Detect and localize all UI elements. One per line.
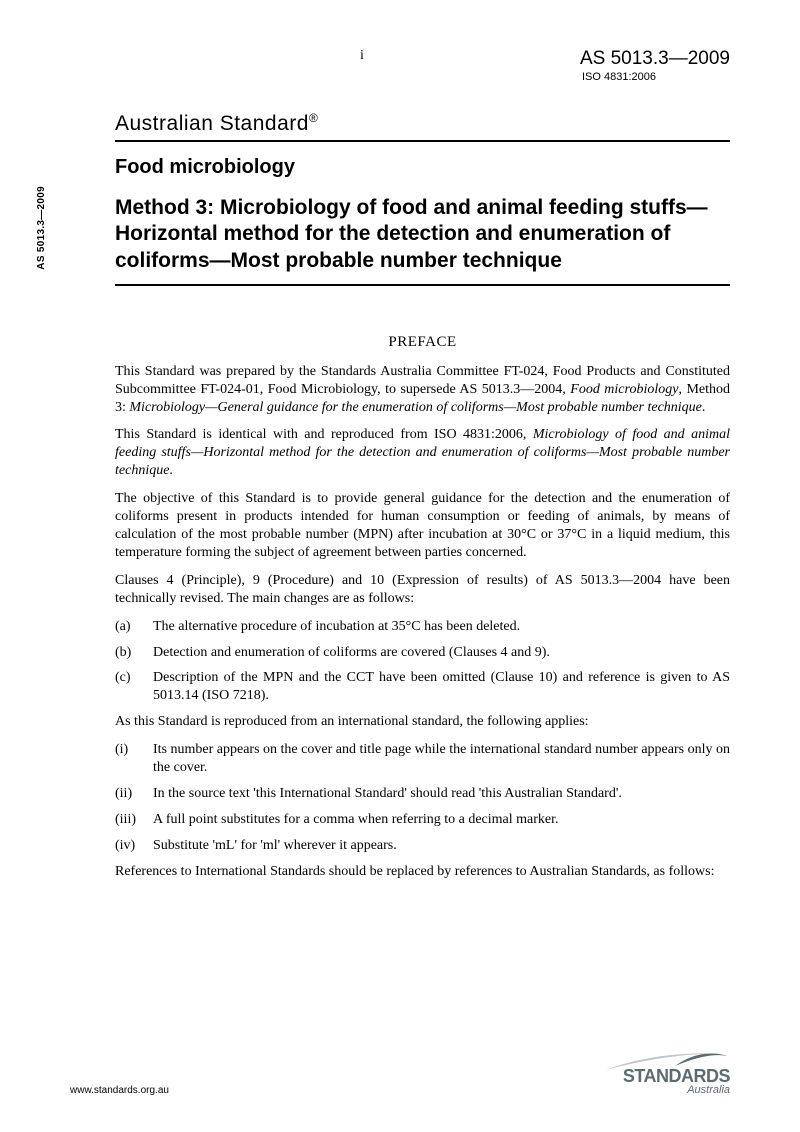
preface-heading: PREFACE xyxy=(115,334,730,351)
preface-para-6: References to International Standards sh… xyxy=(115,863,730,881)
italic-span: Microbiology—General guidance for the en… xyxy=(129,400,702,415)
preface-para-1: This Standard was prepared by the Standa… xyxy=(115,363,730,417)
iso-code: ISO 4831:2006 xyxy=(582,71,730,83)
footer-url: www.standards.org.au xyxy=(70,1085,169,1096)
standard-code: AS 5013.3—2009 xyxy=(580,48,730,70)
preface-para-4: Clauses 4 (Principle), 9 (Procedure) and… xyxy=(115,572,730,608)
preface-para-2: This Standard is identical with and repr… xyxy=(115,426,730,480)
logo-text: STANDARDS xyxy=(623,1068,730,1085)
section-title: Food microbiology xyxy=(115,156,730,179)
list-content: Detection and enumeration of coliforms a… xyxy=(153,644,730,662)
list-item: (i) Its number appears on the cover and … xyxy=(115,741,730,777)
list-content: Its number appears on the cover and titl… xyxy=(153,741,730,777)
preface-para-3: The objective of this Standard is to pro… xyxy=(115,490,730,562)
list-content: The alternative procedure of incubation … xyxy=(153,618,730,636)
registered-mark: ® xyxy=(309,111,318,125)
logo-subtext: Australia xyxy=(687,1084,730,1096)
list-marker: (i) xyxy=(115,741,153,777)
page-header: i AS 5013.3—2009 ISO 4831:2006 xyxy=(115,48,730,83)
text-span: This Standard is identical with and repr… xyxy=(115,427,533,442)
preface-para-5: As this Standard is reproduced from an i… xyxy=(115,713,730,731)
italic-span: Food microbiology xyxy=(570,382,678,397)
divider-bottom xyxy=(115,284,730,286)
list-item: (a) The alternative procedure of incubat… xyxy=(115,618,730,636)
text-span: . xyxy=(169,463,173,478)
page-footer: www.standards.org.au STANDARDS Australia xyxy=(70,1046,730,1096)
list-item: (ii) In the source text 'this Internatio… xyxy=(115,785,730,803)
australian-standard-heading: Australian Standard® xyxy=(115,111,730,136)
standards-australia-logo: STANDARDS Australia xyxy=(600,1046,730,1096)
list-marker: (iii) xyxy=(115,811,153,829)
list-item: (iii) A full point substitutes for a com… xyxy=(115,811,730,829)
standard-code-block: AS 5013.3—2009 ISO 4831:2006 xyxy=(580,48,730,83)
page-container: i AS 5013.3—2009 ISO 4831:2006 Australia… xyxy=(0,0,800,1132)
list-item: (b) Detection and enumeration of colifor… xyxy=(115,644,730,662)
list-content: Description of the MPN and the CCT have … xyxy=(153,669,730,705)
list-marker: (iv) xyxy=(115,837,153,855)
list-marker: (ii) xyxy=(115,785,153,803)
list-content: In the source text 'this International S… xyxy=(153,785,730,803)
text-span: . xyxy=(702,400,706,415)
page-number: i xyxy=(360,48,364,83)
method-title: Method 3: Microbiology of food and anima… xyxy=(115,195,730,274)
list-marker: (c) xyxy=(115,669,153,705)
list-marker: (a) xyxy=(115,618,153,636)
list-marker: (b) xyxy=(115,644,153,662)
divider-top xyxy=(115,140,730,142)
aus-standard-text: Australian Standard xyxy=(115,112,309,135)
list-content: A full point substitutes for a comma whe… xyxy=(153,811,730,829)
list-content: Substitute 'mL' for 'ml' wherever it app… xyxy=(153,837,730,855)
list-item: (iv) Substitute 'mL' for 'ml' wherever i… xyxy=(115,837,730,855)
list-item: (c) Description of the MPN and the CCT h… xyxy=(115,669,730,705)
